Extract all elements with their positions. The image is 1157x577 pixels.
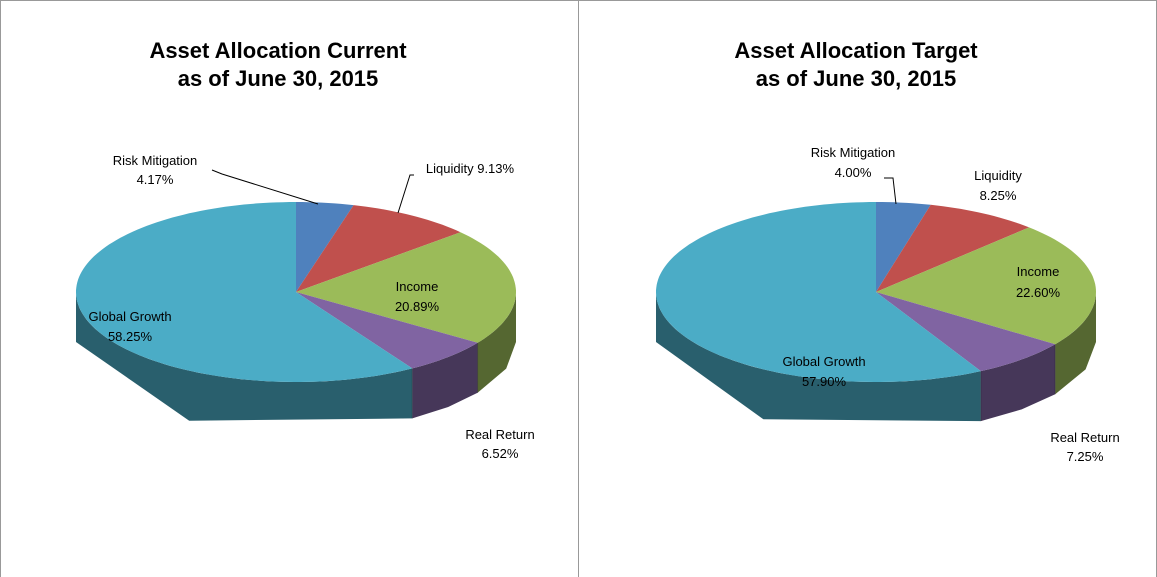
chart-title: Asset Allocation Current [149,38,407,63]
leader-line [884,177,897,205]
leader-line [211,169,319,205]
category-label: Global Growth [782,354,865,369]
category-label: Income [1017,264,1060,279]
slice [296,232,516,343]
category-label: Liquidity [974,168,1022,183]
slice-side [477,292,516,393]
slice [876,202,931,292]
slice-side [980,344,1056,422]
category-label: Income [396,279,439,294]
slice [876,204,1030,292]
chart-subtitle: as of June 30, 2015 [756,66,957,91]
leader-line [397,174,414,214]
category-label: Liquidity [426,161,474,176]
data-label: Liquidity 9.13% [426,161,515,176]
value-label: 7.25% [1067,449,1104,464]
slice [296,202,354,292]
category-label: Real Return [1050,430,1119,445]
slice-side [76,292,413,421]
slice-side [1055,292,1096,395]
category-label: Risk Mitigation [113,153,198,168]
value-label: 20.89% [395,299,440,314]
slice [76,202,413,382]
slice [296,205,461,292]
chart-subtitle: as of June 30, 2015 [178,66,379,91]
slice [876,292,1056,372]
value-label: 58.25% [108,329,153,344]
slice-side [656,292,981,422]
value-label: 8.25% [980,188,1017,203]
slice [876,227,1096,345]
chart-title: Asset Allocation Target [734,38,978,63]
category-label: Global Growth [88,309,171,324]
value-label: 9.13% [477,161,514,176]
category-label: Risk Mitigation [811,145,896,160]
slice [656,202,981,382]
category-label: Real Return [465,427,534,442]
value-label: 4.00% [835,165,872,180]
slice [296,292,478,369]
value-label: 6.52% [482,446,519,461]
slice-side [412,342,478,419]
value-label: 22.60% [1016,285,1061,300]
value-label: 4.17% [137,172,174,187]
value-label: 57.90% [802,374,847,389]
